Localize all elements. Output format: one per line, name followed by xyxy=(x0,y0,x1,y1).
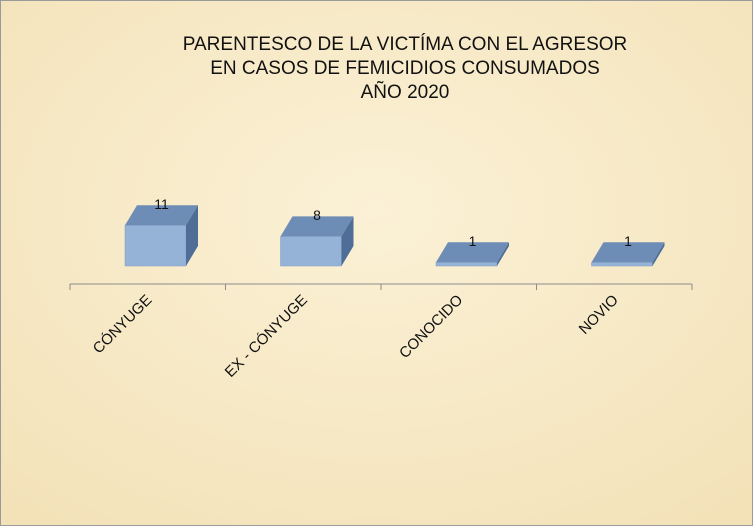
bar-top xyxy=(125,205,198,226)
bar-front xyxy=(435,262,498,267)
bar-side xyxy=(652,242,665,266)
bar-top xyxy=(280,216,354,237)
chart-title: PARENTESCO DE LA VICTÍMA CON EL AGRESOR xyxy=(183,34,628,55)
data-label: 1 xyxy=(469,233,477,249)
data-label: 8 xyxy=(313,207,321,223)
chart-title: EN CASOS DE FEMICIDIOS CONSUMADOS xyxy=(210,58,600,79)
bar-front xyxy=(591,262,653,267)
data-label: 11 xyxy=(154,196,169,212)
bar-top xyxy=(591,242,665,263)
bar-front xyxy=(280,236,342,267)
bar-top xyxy=(436,242,509,263)
bar-side xyxy=(497,242,509,266)
chart-title: AÑO 2020 xyxy=(361,81,450,103)
bar-front xyxy=(124,225,187,267)
bar-side xyxy=(186,205,198,266)
bar-side xyxy=(341,216,354,266)
data-label: 1 xyxy=(624,233,632,249)
